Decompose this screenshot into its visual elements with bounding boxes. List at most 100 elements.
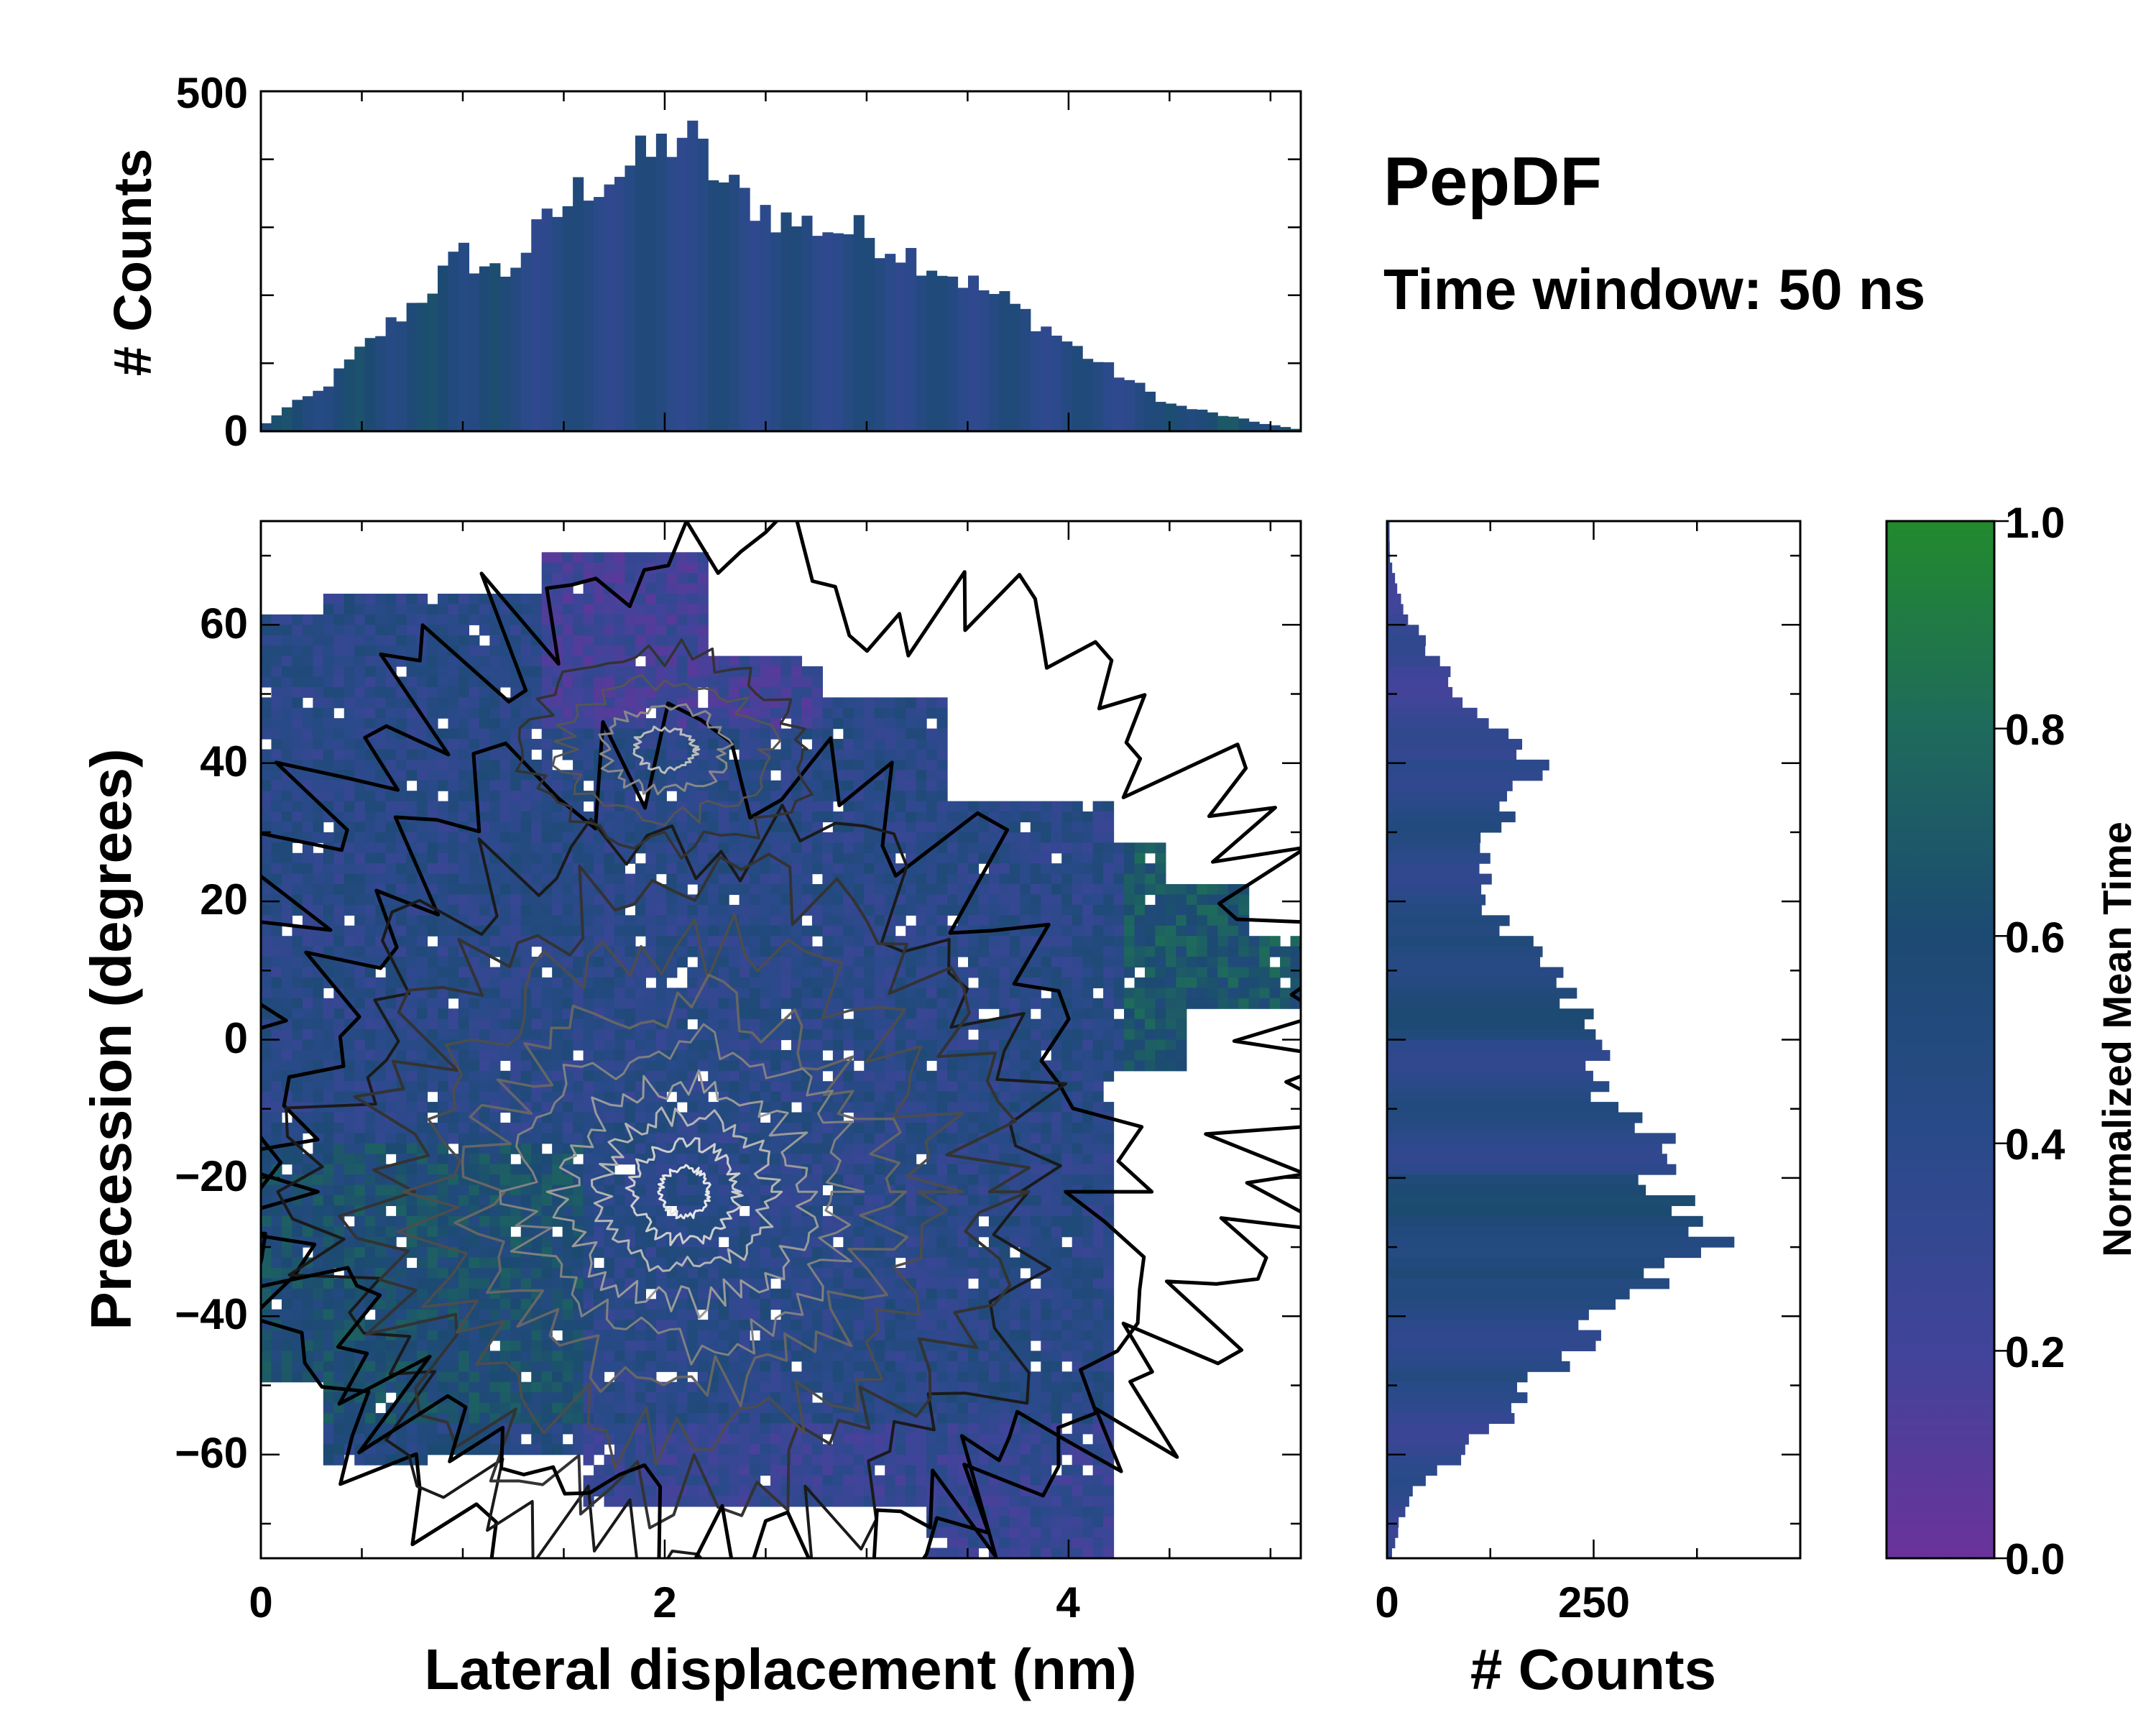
heatmap-cell xyxy=(520,925,532,937)
heatmap-cell xyxy=(770,936,782,947)
heatmap-cell xyxy=(822,1496,834,1507)
heatmap-cell xyxy=(510,1340,522,1351)
heatmap-cell xyxy=(489,1018,501,1030)
heatmap-cell xyxy=(729,852,740,864)
heatmap-cell xyxy=(406,1444,418,1455)
heatmap-cell xyxy=(614,884,626,896)
heatmap-cell xyxy=(666,1122,678,1133)
heatmap-cell xyxy=(655,946,667,957)
heatmap-cell xyxy=(510,625,522,636)
heatmap-cell xyxy=(479,1049,490,1061)
heatmap-cell xyxy=(520,739,532,750)
heatmap-cell xyxy=(385,1184,397,1196)
heatmap-cell xyxy=(437,1330,449,1341)
heatmap-cell xyxy=(801,1309,813,1320)
heatmap-cell xyxy=(344,1299,355,1310)
heatmap-cell xyxy=(655,894,667,906)
heatmap-cell xyxy=(448,1371,459,1383)
heatmap-cell xyxy=(406,749,418,760)
heatmap-cell xyxy=(281,1361,293,1372)
heatmap-cell xyxy=(333,894,345,906)
heatmap-cell xyxy=(313,1112,324,1123)
heatmap-cell xyxy=(323,1070,334,1082)
heatmap-cell xyxy=(354,770,366,781)
heatmap-cell xyxy=(344,852,355,864)
heatmap-cell xyxy=(604,1081,615,1092)
heatmap-cell xyxy=(385,832,397,843)
heatmap-cell xyxy=(594,1070,605,1082)
heatmap-cell xyxy=(396,1049,407,1061)
heatmap-cell xyxy=(375,988,387,999)
heatmap-cell xyxy=(406,946,418,957)
heatmap-cell xyxy=(354,749,366,760)
heatmap-cell xyxy=(281,1039,293,1051)
heatmap-cell xyxy=(302,863,313,875)
heatmap-cell xyxy=(791,676,803,688)
heatmap-cell xyxy=(655,915,667,926)
heatmap-cell xyxy=(583,1433,594,1445)
heatmap-cell xyxy=(354,614,366,625)
heatmap-cell xyxy=(292,1278,303,1289)
heatmap-cell xyxy=(437,1288,449,1300)
heatmap-cell xyxy=(801,1412,813,1425)
heatmap-cell xyxy=(271,946,282,957)
heatmap-cell xyxy=(864,1102,875,1113)
heatmap-cell xyxy=(853,1215,865,1227)
heatmap-cell xyxy=(417,1288,428,1300)
heatmap-cell xyxy=(489,666,501,678)
heatmap-cell xyxy=(448,676,459,688)
heatmap-cell xyxy=(499,656,511,667)
heatmap-cell xyxy=(292,1226,303,1238)
heatmap-cell xyxy=(417,676,428,688)
heatmap-cell xyxy=(625,1381,636,1393)
heatmap-cell xyxy=(697,1184,709,1196)
heatmap-cell xyxy=(458,884,469,896)
heatmap-cell xyxy=(354,739,366,750)
heatmap-cell xyxy=(541,1018,553,1030)
heatmap-cell xyxy=(853,832,865,843)
heatmap-cell xyxy=(750,904,761,916)
heatmap-cell xyxy=(635,957,646,968)
heatmap-cell xyxy=(604,1320,615,1331)
heatmap-cell xyxy=(625,1154,636,1165)
heatmap-cell xyxy=(791,1267,803,1279)
heatmap-cell xyxy=(354,998,366,1009)
heatmap-cell xyxy=(822,863,834,875)
heatmap-cell xyxy=(874,852,885,864)
heatmap-cell xyxy=(864,1299,875,1310)
heatmap-cell xyxy=(261,1361,272,1372)
heatmap-cell xyxy=(739,1444,750,1455)
top-histogram-bar xyxy=(791,226,803,431)
heatmap-cell xyxy=(479,936,490,947)
top-histogram-bar xyxy=(895,262,906,431)
heatmap-cell xyxy=(385,1340,397,1351)
heatmap-cell xyxy=(811,957,823,968)
heatmap-cell xyxy=(261,936,272,947)
heatmap-cell xyxy=(594,625,605,636)
heatmap-cell xyxy=(687,1184,699,1196)
heatmap-cell xyxy=(853,946,865,957)
heatmap-cell xyxy=(510,1122,522,1133)
heatmap-cell xyxy=(406,718,418,730)
heatmap-cell xyxy=(801,1070,813,1082)
heatmap-cell xyxy=(354,1143,366,1154)
heatmap-cell xyxy=(489,1029,501,1041)
heatmap-cell xyxy=(562,697,573,709)
heatmap-cell xyxy=(604,957,615,968)
heatmap-cell xyxy=(552,1278,563,1289)
heatmap-cell xyxy=(750,1112,761,1123)
heatmap-cell xyxy=(541,1361,553,1372)
heatmap-cell xyxy=(853,1454,865,1466)
heatmap-cell xyxy=(323,666,334,678)
heatmap-cell xyxy=(562,1381,573,1393)
heatmap-cell xyxy=(406,1340,418,1351)
heatmap-cell xyxy=(645,625,657,636)
heatmap-cell xyxy=(843,998,854,1009)
heatmap-cell xyxy=(780,915,792,926)
heatmap-cell xyxy=(417,1444,428,1455)
heatmap-cell xyxy=(354,1133,366,1144)
heatmap-cell xyxy=(625,884,636,896)
heatmap-cell xyxy=(469,1236,480,1248)
heatmap-cell xyxy=(354,1247,366,1259)
heatmap-cell xyxy=(313,832,324,843)
